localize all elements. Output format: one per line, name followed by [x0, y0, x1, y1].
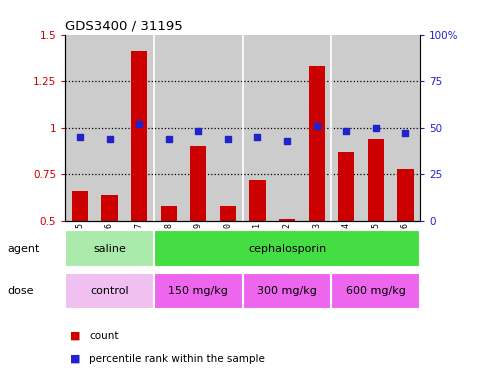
Point [372, 125, 380, 131]
Point [76, 134, 84, 140]
Point [106, 136, 114, 142]
Bar [161, 206, 177, 314]
Text: 300 mg/kg: 300 mg/kg [257, 286, 317, 296]
Bar [368, 139, 384, 314]
Point [254, 134, 261, 140]
Bar [154, 273, 243, 309]
Point [135, 121, 143, 127]
Text: dose: dose [7, 286, 34, 296]
Bar [279, 219, 295, 314]
Text: GDS3400 / 31195: GDS3400 / 31195 [65, 19, 183, 32]
Bar [101, 195, 118, 314]
Point [283, 137, 291, 144]
Bar [131, 51, 147, 314]
Bar [190, 146, 206, 314]
Bar [331, 273, 420, 309]
Bar [65, 273, 154, 309]
Text: control: control [90, 286, 129, 296]
Bar [338, 152, 355, 314]
Point [224, 136, 232, 142]
Point [313, 123, 321, 129]
Text: 150 mg/kg: 150 mg/kg [169, 286, 228, 296]
Bar [220, 206, 236, 314]
Text: 600 mg/kg: 600 mg/kg [346, 286, 406, 296]
Text: percentile rank within the sample: percentile rank within the sample [89, 354, 265, 364]
Text: ■: ■ [70, 354, 81, 364]
Point [165, 136, 172, 142]
Bar [249, 180, 266, 314]
Text: cephalosporin: cephalosporin [248, 243, 326, 254]
Bar [154, 230, 420, 267]
Bar [72, 191, 88, 314]
Text: saline: saline [93, 243, 126, 254]
Text: ■: ■ [70, 331, 81, 341]
Point [401, 130, 409, 136]
Bar [242, 273, 331, 309]
Point [195, 128, 202, 134]
Bar [398, 169, 413, 314]
Bar [65, 230, 154, 267]
Text: agent: agent [7, 243, 40, 254]
Bar [309, 66, 325, 314]
Text: count: count [89, 331, 119, 341]
Point [342, 128, 350, 134]
